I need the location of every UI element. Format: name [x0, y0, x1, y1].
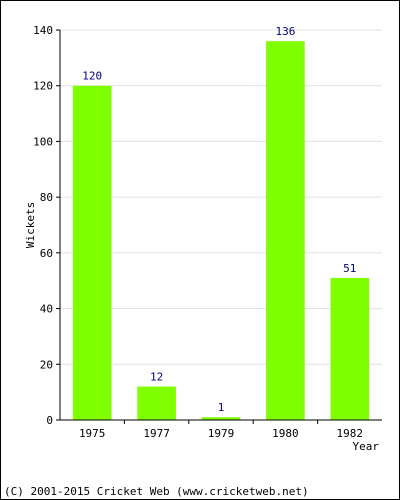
x-axis-title: Year [353, 440, 380, 453]
data-label-1979: 1 [218, 401, 225, 414]
y-tick-label-120: 120 [33, 80, 53, 93]
data-label-1982: 51 [343, 262, 356, 275]
x-tick-label-1979: 1979 [208, 427, 235, 440]
y-tick-label-20: 20 [40, 358, 53, 371]
bar-1979 [201, 417, 241, 420]
y-tick-label-100: 100 [33, 135, 53, 148]
data-label-1977: 12 [150, 371, 163, 384]
x-tick-label-1977: 1977 [143, 427, 170, 440]
bar-1982 [330, 277, 370, 420]
data-label-1975: 120 [82, 70, 102, 83]
y-tick-label-0: 0 [46, 414, 53, 427]
y-axis-title: Wickets [24, 202, 37, 248]
x-tick-label-1982: 1982 [337, 427, 364, 440]
y-tick-label-140: 140 [33, 24, 53, 37]
data-labels: 120 12 1 136 51 [82, 25, 356, 414]
data-label-1980: 136 [275, 25, 295, 38]
axes [59, 30, 382, 421]
x-tick-label-1980: 1980 [272, 427, 299, 440]
x-ticks: 1975 1977 1979 1980 1982 [79, 420, 363, 440]
y-tick-label-40: 40 [40, 303, 53, 316]
bar-1975 [72, 85, 112, 420]
y-tick-label-60: 60 [40, 247, 53, 260]
x-tick-label-1975: 1975 [79, 427, 106, 440]
bar-1980 [266, 41, 305, 421]
y-ticks: 0 20 40 60 80 100 120 140 [33, 24, 60, 427]
y-tick-label-80: 80 [40, 191, 53, 204]
bars [72, 41, 370, 421]
bar-1977 [137, 386, 176, 420]
gridlines [60, 29, 382, 365]
copyright-footer: (C) 2001-2015 Cricket Web (www.cricketwe… [4, 485, 309, 498]
